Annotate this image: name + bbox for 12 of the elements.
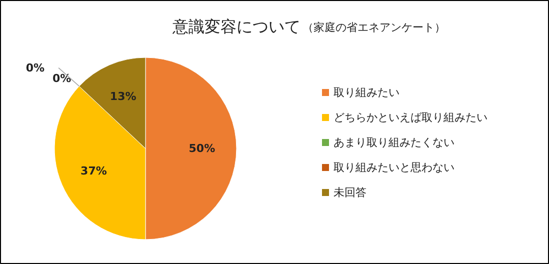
legend-label: あまり取り組みたくない [334,136,454,149]
chart-subtitle: （家庭の省エネアンケート） [302,21,446,34]
legend-label: 取り組みたい [334,86,400,99]
chart-title: 意識変容について [172,17,300,36]
text: 0% [52,72,72,86]
text: 0% [26,61,45,74]
data-label: 50% [188,142,216,155]
legend-label: 未回答 [334,186,366,199]
data-label: 13% [110,90,136,104]
data-label: 37% [80,164,107,178]
legend-label: 取り組みたいと思わない [334,161,454,174]
legend-label: どちらかといえば取り組みたい [334,111,488,124]
